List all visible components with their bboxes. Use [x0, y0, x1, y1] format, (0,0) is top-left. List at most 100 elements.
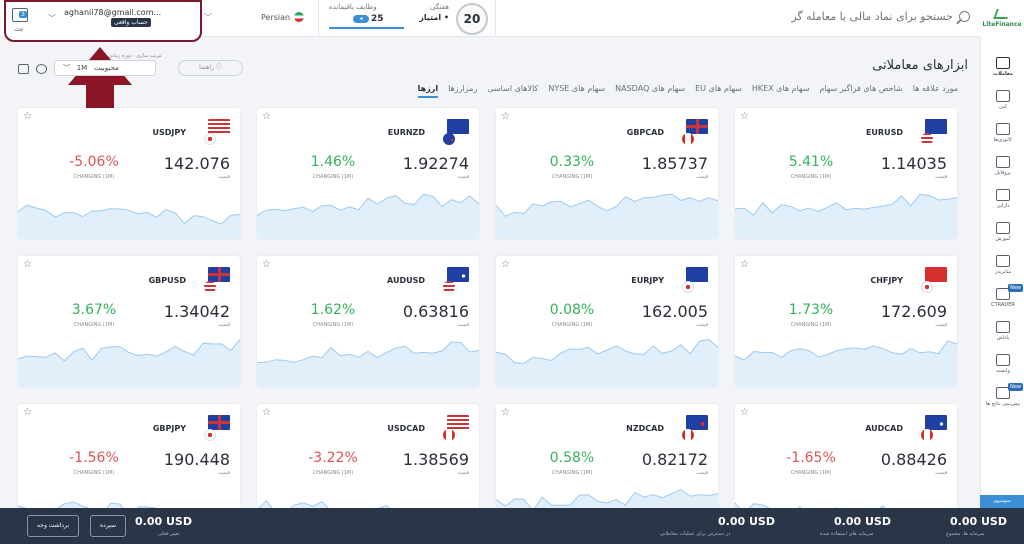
- tab-2[interactable]: کالاهای اساسی: [487, 84, 539, 93]
- favorite-star-icon[interactable]: ☆: [740, 259, 749, 270]
- price-label: قیمت: [457, 322, 469, 328]
- tab-4[interactable]: سهام های NASDAQ: [615, 84, 686, 93]
- price-label: قیمت: [696, 470, 708, 476]
- sparkline-chart: [735, 340, 957, 387]
- used-value: 0.00 USD: [834, 515, 891, 528]
- search-box[interactable]: [783, 10, 970, 23]
- sparkline-line: [496, 193, 718, 217]
- favorite-star-icon[interactable]: ☆: [501, 111, 510, 122]
- sparkline-line: [496, 338, 718, 364]
- favorite-star-icon[interactable]: ☆: [740, 407, 749, 418]
- favorite-star-icon[interactable]: ☆: [23, 259, 32, 270]
- language-label: Persian: [261, 12, 291, 22]
- instrument-card[interactable]: ☆ EURNZD 1.92274 قیمت 1.46% CHANGING (1M): [257, 108, 479, 239]
- tab-8[interactable]: مورد علاقه ها: [912, 84, 958, 93]
- used-label: سرمایه های استفاده شده: [820, 531, 874, 537]
- instrument-symbol: EURNZD: [387, 128, 425, 137]
- ctrader-icon: [996, 288, 1010, 300]
- list-view-icon[interactable]: [18, 64, 29, 74]
- change-label: CHANGING (1M): [551, 322, 593, 328]
- level-widget[interactable]: 20 هفتگی امتیاز • وظایف باقیمانده ◂ 25: [318, 0, 496, 37]
- tab-0[interactable]: ارزها: [417, 84, 439, 98]
- sidebar-item-9[interactable]: وابسته: [981, 346, 1024, 382]
- favorite-star-icon[interactable]: ☆: [262, 111, 271, 122]
- chevron-down-icon[interactable]: ﹀: [204, 13, 212, 22]
- change-label: CHANGING (1M): [790, 322, 832, 328]
- ca-flag-icon: [921, 429, 933, 441]
- iran-flag-icon: [294, 12, 305, 22]
- new-badge: New: [1008, 383, 1023, 391]
- tab-6[interactable]: سهام های HKEX: [751, 84, 810, 93]
- chat-icon[interactable]: [12, 8, 28, 22]
- instrument-card[interactable]: ☆ GBPUSD 1.34042 قیمت 3.67% CHANGING (1M): [18, 256, 240, 387]
- sidebar-item-7[interactable]: CTRADER New: [981, 280, 1024, 316]
- tasks-count: 25: [371, 14, 384, 24]
- logo[interactable]: LiteFinance: [980, 0, 1024, 37]
- instrument-card[interactable]: ☆ EURUSD 1.14035 قیمت 5.41% CHANGING (1M): [735, 108, 957, 239]
- guide-button[interactable]: راهنما ⓘ: [178, 60, 243, 76]
- price-label: قیمت: [218, 322, 230, 328]
- instrument-card[interactable]: ☆ GBPCAD 1.85737 قیمت 0.33% CHANGING (1M): [496, 108, 718, 239]
- jp-flag-icon: [921, 281, 933, 293]
- account-selector[interactable]: 3 چت ﹀ aghanii78@gmail.com... حساب واقعی: [4, 0, 202, 42]
- logo-text: LiteFinance: [982, 21, 1022, 28]
- wallet-icon: [996, 189, 1010, 201]
- favorite-star-icon[interactable]: ☆: [262, 259, 271, 270]
- nz-flag-icon: [443, 133, 455, 145]
- favorite-star-icon[interactable]: ☆: [23, 407, 32, 418]
- gb-flag-icon: [208, 415, 230, 430]
- sidebar-item-0[interactable]: معاملات: [981, 49, 1024, 85]
- us-flag-icon: [208, 119, 230, 134]
- sort-select[interactable]: ﹀ 1M محبوبیت: [54, 60, 156, 76]
- eu-flag-icon: [925, 119, 947, 134]
- instrument-card[interactable]: ☆ EURJPY 162.005 قیمت 0.08% CHANGING (1M): [496, 256, 718, 387]
- sidebar-item-10[interactable]: پیش‌بینی نتایج ها New: [981, 379, 1024, 415]
- sidebar-item-2[interactable]: کاتوری‌ها: [981, 115, 1024, 151]
- tab-1[interactable]: رمزارزها: [448, 84, 478, 93]
- withdraw-button[interactable]: برداشت وجه: [27, 515, 79, 537]
- favorite-star-icon[interactable]: ☆: [740, 111, 749, 122]
- price-label: قیمت: [696, 322, 708, 328]
- tab-3[interactable]: سهام های NYSE: [548, 84, 606, 93]
- price-label: قیمت: [218, 470, 230, 476]
- change-value: 0.08%: [549, 302, 595, 318]
- instrument-card[interactable]: ☆ USDJPY 142.076 قیمت -5.06% CHANGING (1M): [18, 108, 240, 239]
- account-chevron-icon[interactable]: ﹀: [48, 14, 56, 23]
- deposit-button[interactable]: سپرده: [90, 515, 126, 537]
- sidebar-item-3[interactable]: پروفایل: [981, 148, 1024, 184]
- sidebar-item-6[interactable]: متاتریدر: [981, 247, 1024, 283]
- sidebar-item-label: پروفایل: [995, 170, 1011, 176]
- instrument-symbol: EURUSD: [865, 128, 903, 137]
- sidebar-footer[interactable]: سوسوی: [980, 495, 1024, 508]
- level-badge: 20: [456, 3, 488, 35]
- favorite-star-icon[interactable]: ☆: [501, 259, 510, 270]
- chart-icon: [996, 57, 1010, 69]
- gift-icon: [996, 321, 1010, 333]
- favorite-star-icon[interactable]: ☆: [501, 407, 510, 418]
- sparkline-chart: [496, 193, 718, 239]
- change-label: CHANGING (1M): [551, 174, 593, 180]
- gear-icon[interactable]: [36, 64, 47, 74]
- sidebar-item-4[interactable]: دارایی: [981, 181, 1024, 217]
- tab-5[interactable]: سهام های EU: [695, 84, 742, 93]
- au-flag-icon: [925, 415, 947, 430]
- search-input[interactable]: [783, 10, 953, 23]
- sidebar-item-1[interactable]: کپی: [981, 82, 1024, 118]
- favorite-star-icon[interactable]: ☆: [23, 111, 32, 122]
- instrument-card[interactable]: ☆ CHFJPY 172.609 قیمت 1.73% CHANGING (1M): [735, 256, 957, 387]
- price-label: قیمت: [935, 174, 947, 180]
- language-selector[interactable]: Persian: [261, 12, 305, 22]
- sidebar-item-5[interactable]: آموزش: [981, 214, 1024, 250]
- sidebar-item-label: CTRADER: [991, 302, 1015, 308]
- ca-flag-icon: [443, 429, 455, 441]
- partner-icon: [996, 354, 1010, 366]
- pnl-label: تغییر فعلی: [158, 531, 180, 537]
- sidebar-item-8[interactable]: پاداش: [981, 313, 1024, 349]
- sidebar: معاملات کپی کاتوری‌ها پروفایل دارایی آموزش متا…: [980, 37, 1024, 495]
- sparkline-area: [496, 339, 718, 387]
- change-label: CHANGING (1M): [73, 322, 115, 328]
- change-value: 3.67%: [71, 302, 117, 318]
- favorite-star-icon[interactable]: ☆: [262, 407, 271, 418]
- instrument-card[interactable]: ☆ AUDUSD 0.63816 قیمت 1.62% CHANGING (1M): [257, 256, 479, 387]
- tab-7[interactable]: شاخص های فراگیر سهام: [819, 84, 903, 93]
